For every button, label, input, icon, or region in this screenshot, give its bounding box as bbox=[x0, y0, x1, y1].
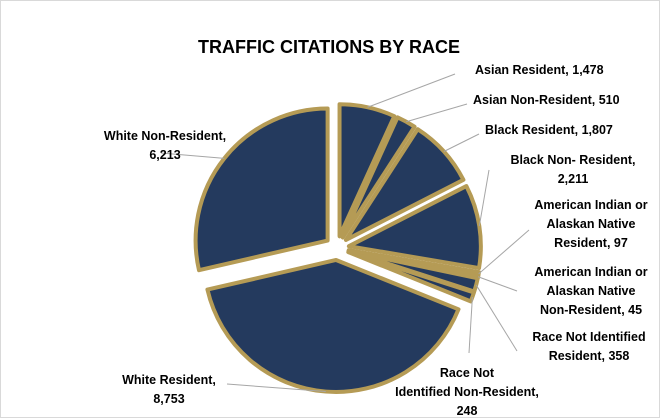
slice-asian-non-resident bbox=[340, 115, 417, 240]
data-label-race-not-identified-non-resident: Race Not Identified Non-Resident, 248 bbox=[395, 366, 539, 417]
data-label-black-non-resident: Black Non- Resident, 2,211 bbox=[510, 153, 635, 186]
data-label-white-non-resident: White Non-Resident, 6,213 bbox=[104, 129, 226, 162]
leader-line-white-non-resident bbox=[160, 152, 225, 159]
leader-line-race-not-identified-resident bbox=[475, 284, 518, 352]
data-label-asian-resident: Asian Resident, 1,478 bbox=[475, 63, 604, 77]
data-label-american-indian-or-alaskan-native-resident: American Indian or Alaskan Native Resident… bbox=[534, 198, 647, 250]
data-label-american-indian-or-alaskan-native-non-resident: American Indian or Alaskan Native Non-Resi… bbox=[534, 265, 647, 317]
slice-white-resident bbox=[205, 257, 461, 394]
slice-white-non-resident bbox=[193, 106, 330, 273]
pie-slices bbox=[193, 102, 483, 394]
leader-line-american-indian-or-alaskan-native-resident bbox=[478, 229, 530, 275]
slice-black-non-resident bbox=[346, 184, 483, 271]
data-label-race-not-identified-resident: Race Not Identified Resident, 358 bbox=[532, 330, 645, 363]
leader-line-race-not-identified-non-resident bbox=[468, 296, 473, 354]
leader-lines bbox=[160, 73, 530, 393]
leader-line-asian-resident bbox=[367, 73, 456, 108]
leader-line-white-resident bbox=[226, 383, 326, 393]
data-label-asian-non-resident: Asian Non-Resident, 510 bbox=[473, 93, 620, 107]
data-label-black-resident: Black Resident, 1,807 bbox=[485, 123, 613, 137]
chart-title: TRAFFIC CITATIONS BY RACE bbox=[198, 37, 460, 57]
leader-line-black-resident bbox=[443, 133, 480, 152]
data-label-white-resident: White Resident, 8,753 bbox=[122, 373, 216, 406]
data-labels: Asian Resident, 1,478 Asian Non-Resident,… bbox=[104, 63, 648, 417]
leader-line-asian-non-resident bbox=[406, 103, 468, 123]
leader-line-black-non-resident bbox=[478, 169, 490, 227]
leader-line-american-indian-or-alaskan-native-non-resident bbox=[477, 276, 518, 292]
